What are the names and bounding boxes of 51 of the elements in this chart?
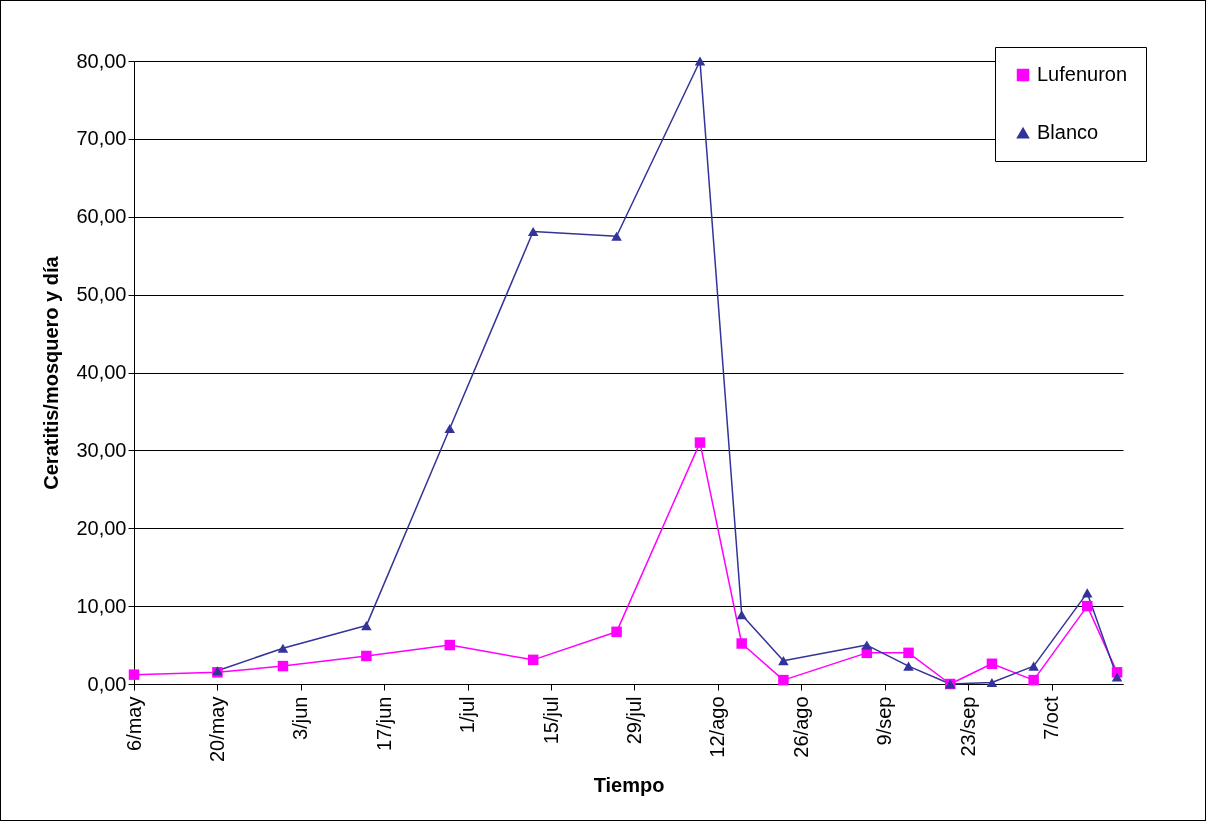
x-tick-label: 1/jul — [456, 696, 479, 734]
x-tick-label: 3/jun — [289, 696, 312, 740]
point — [611, 626, 622, 638]
point — [986, 658, 998, 669]
y-tick-label: 0,00 — [87, 672, 127, 695]
x-tick-label: 12/ago — [706, 696, 729, 758]
point — [1028, 674, 1039, 686]
x-tick-label: 6/may — [122, 696, 145, 751]
point — [1111, 672, 1123, 682]
x-tick-label: 29/jul — [622, 696, 645, 745]
point — [527, 227, 539, 237]
point — [1082, 600, 1093, 612]
x-tick-label: 17/jun — [372, 696, 395, 751]
x-axis-title: Tiempo — [593, 774, 665, 797]
legend-label: Lufenuron — [1037, 63, 1128, 85]
y-tick-label: 60,00 — [76, 205, 127, 228]
point — [128, 669, 140, 680]
point — [903, 647, 914, 659]
y-tick-label: 10,00 — [76, 594, 127, 617]
y-tick-label: 50,00 — [76, 283, 127, 306]
point — [444, 424, 456, 434]
point — [277, 660, 289, 672]
y-tick-label: 20,00 — [76, 516, 127, 539]
point — [444, 639, 456, 651]
legend-label: Blanco — [1037, 121, 1099, 143]
point — [527, 654, 539, 666]
x-tick-label: 20/may — [205, 696, 228, 763]
point — [736, 610, 747, 620]
point — [361, 621, 372, 631]
point — [611, 231, 622, 241]
point — [694, 56, 706, 66]
y-axis-title: Ceratitis/mosquero y día — [40, 255, 63, 490]
point — [903, 661, 914, 671]
point — [736, 638, 747, 649]
point — [778, 674, 789, 686]
point — [1028, 661, 1039, 671]
point — [778, 656, 789, 666]
point — [694, 437, 706, 448]
x-tick-label: 9/sep — [873, 696, 896, 746]
y-tick-label: 40,00 — [76, 361, 127, 383]
point — [861, 640, 873, 650]
x-tick-label: 15/jul — [539, 696, 562, 745]
point — [277, 643, 289, 653]
point — [361, 650, 372, 662]
y-tick-label: 30,00 — [76, 438, 127, 461]
y-tick-label: 70,00 — [76, 127, 127, 150]
x-tick-label: 7/oct — [1040, 696, 1063, 740]
point — [986, 677, 998, 687]
x-tick-label: 23/sep — [956, 696, 979, 757]
y-tick-label: 80,00 — [76, 49, 127, 72]
x-tick-label: 26/ago — [789, 696, 812, 758]
